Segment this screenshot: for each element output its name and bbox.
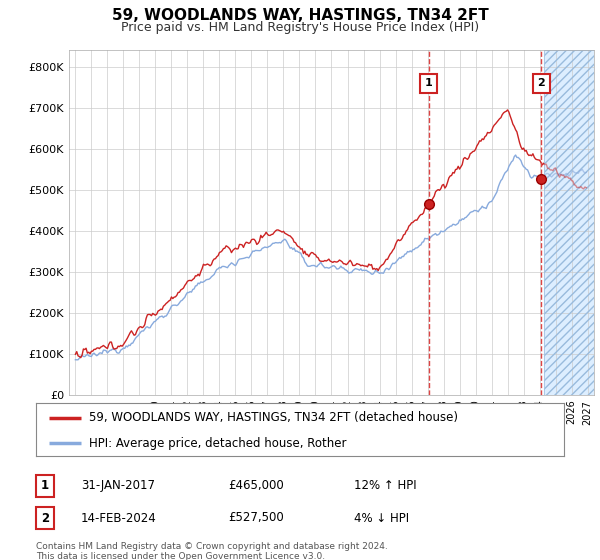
Text: Price paid vs. HM Land Registry's House Price Index (HPI): Price paid vs. HM Land Registry's House …: [121, 21, 479, 34]
Text: 1: 1: [425, 78, 433, 88]
Text: Contains HM Land Registry data © Crown copyright and database right 2024.
This d: Contains HM Land Registry data © Crown c…: [36, 542, 388, 560]
Text: 4% ↓ HPI: 4% ↓ HPI: [354, 511, 409, 525]
Text: 2: 2: [538, 78, 545, 88]
Text: 12% ↑ HPI: 12% ↑ HPI: [354, 479, 416, 492]
Text: 59, WOODLANDS WAY, HASTINGS, TN34 2FT: 59, WOODLANDS WAY, HASTINGS, TN34 2FT: [112, 8, 488, 24]
Bar: [544, 50, 596, 395]
Text: 59, WOODLANDS WAY, HASTINGS, TN34 2FT (detached house): 59, WOODLANDS WAY, HASTINGS, TN34 2FT (d…: [89, 411, 458, 424]
Text: 14-FEB-2024: 14-FEB-2024: [81, 511, 157, 525]
Text: £465,000: £465,000: [228, 479, 284, 492]
Text: £527,500: £527,500: [228, 511, 284, 525]
Text: 1: 1: [41, 479, 49, 492]
Text: HPI: Average price, detached house, Rother: HPI: Average price, detached house, Roth…: [89, 437, 346, 450]
Bar: [544, 50, 596, 395]
Text: 2: 2: [41, 511, 49, 525]
Text: 31-JAN-2017: 31-JAN-2017: [81, 479, 155, 492]
